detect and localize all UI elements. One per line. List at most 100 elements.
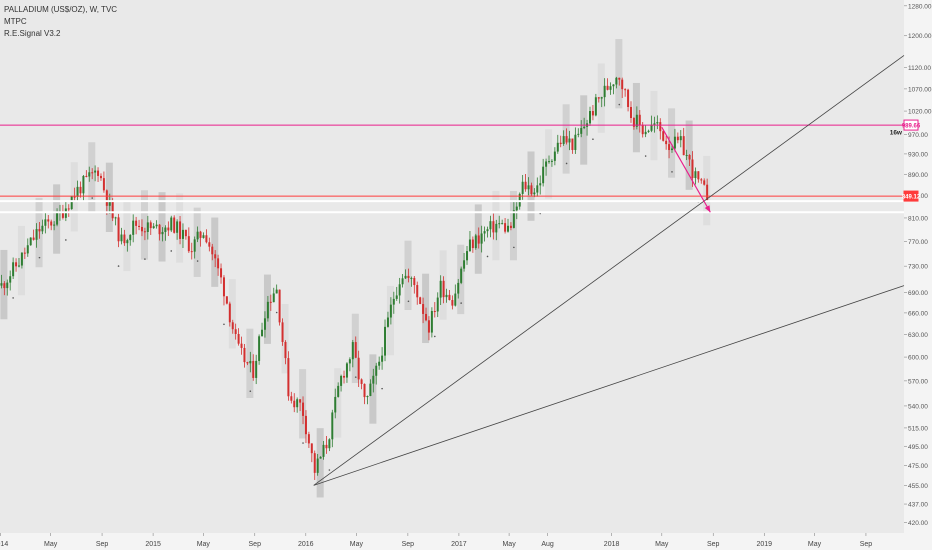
signal-band bbox=[545, 129, 553, 199]
candle-body bbox=[307, 434, 310, 444]
candle-body bbox=[193, 239, 196, 252]
price-tick-label: 730.00 bbox=[908, 264, 928, 271]
candle-body bbox=[703, 180, 706, 185]
price-tick-label: 600.00 bbox=[908, 355, 928, 362]
candle-body bbox=[644, 131, 647, 135]
candle-body bbox=[632, 118, 635, 127]
candle-body bbox=[448, 294, 451, 300]
price-tick-label: 770.00 bbox=[908, 239, 928, 246]
candle-body bbox=[369, 383, 372, 397]
candle-body bbox=[167, 227, 170, 231]
candle-body bbox=[319, 456, 322, 459]
candle-body bbox=[650, 124, 653, 131]
signal-dot bbox=[65, 239, 67, 241]
candle-body bbox=[88, 172, 91, 177]
candle-body bbox=[612, 84, 615, 87]
signal-dot bbox=[223, 323, 225, 326]
candle-body bbox=[123, 234, 126, 244]
candle-body bbox=[263, 318, 266, 330]
candle-body bbox=[331, 412, 334, 440]
candle-body bbox=[234, 329, 237, 334]
candle-body bbox=[691, 159, 694, 178]
price-tick-label: 570.00 bbox=[908, 378, 928, 385]
candle-body bbox=[618, 77, 621, 80]
candle-body bbox=[439, 280, 442, 298]
candle-body bbox=[591, 111, 594, 116]
candle-body bbox=[146, 222, 149, 232]
signal-band bbox=[281, 304, 289, 374]
candle-body bbox=[539, 183, 542, 186]
candle-body bbox=[129, 234, 132, 241]
candle-body bbox=[266, 301, 269, 319]
candle-body bbox=[574, 134, 577, 150]
candle-body bbox=[580, 128, 583, 134]
signal-dot bbox=[144, 258, 146, 260]
time-tick-label: Sep bbox=[707, 541, 720, 548]
candle-body bbox=[559, 142, 562, 144]
candle-body bbox=[562, 136, 565, 144]
candle-body bbox=[471, 239, 474, 249]
candle-body bbox=[196, 231, 199, 240]
price-tick-label: 475.00 bbox=[908, 463, 928, 470]
candle-body bbox=[26, 245, 29, 254]
time-tick-label: Sep bbox=[860, 541, 873, 548]
candle-body bbox=[498, 223, 501, 225]
candle-body bbox=[313, 453, 316, 473]
candle-body bbox=[463, 260, 466, 269]
time-tick-label: May bbox=[44, 541, 58, 548]
candle-body bbox=[15, 262, 18, 267]
signal-dot bbox=[249, 390, 252, 393]
signal-dot bbox=[592, 138, 594, 141]
candle-body bbox=[571, 138, 574, 150]
candle-body bbox=[638, 114, 641, 125]
candle-body bbox=[293, 400, 296, 408]
candle-body bbox=[138, 225, 141, 227]
time-tick-label: 2019 bbox=[756, 541, 772, 548]
time-tick-label: May bbox=[808, 541, 822, 548]
candle-body bbox=[679, 136, 682, 141]
candle-body bbox=[501, 223, 504, 225]
candle-body bbox=[542, 166, 545, 184]
candle-body bbox=[199, 231, 202, 238]
signal-band bbox=[193, 207, 201, 277]
time-tick-label: 2018 bbox=[604, 541, 620, 548]
candle-body bbox=[378, 361, 381, 366]
candle-body bbox=[659, 122, 662, 132]
candle-body bbox=[190, 251, 193, 253]
price-labels: 989.66 849.12 16w bbox=[890, 119, 921, 202]
candle-body bbox=[35, 229, 38, 240]
price-tick-label: 420.00 bbox=[908, 520, 928, 527]
signal-band bbox=[158, 192, 166, 262]
time-tick-label: Sep bbox=[402, 541, 415, 548]
forecast-arrow-line bbox=[661, 126, 711, 213]
signal-band bbox=[422, 273, 430, 344]
candle-body bbox=[50, 221, 53, 226]
candle-body bbox=[243, 347, 246, 363]
price-tick-label: 1070.00 bbox=[908, 86, 932, 93]
signal-dot bbox=[328, 469, 331, 471]
candle-body bbox=[322, 444, 325, 457]
candle-body bbox=[366, 396, 369, 398]
candle-body bbox=[179, 221, 182, 239]
candle-body bbox=[606, 85, 609, 90]
signal-dot bbox=[91, 197, 93, 199]
candle-body bbox=[553, 151, 556, 161]
candle-body bbox=[653, 123, 656, 125]
candle-body bbox=[474, 235, 477, 249]
candle-body bbox=[697, 171, 700, 180]
candle-body bbox=[337, 385, 340, 397]
candle-body bbox=[354, 342, 357, 358]
candle-body bbox=[392, 298, 395, 305]
price-tick-label: 660.00 bbox=[908, 310, 928, 317]
time-tick-label: May bbox=[655, 541, 669, 548]
candle-body bbox=[231, 322, 234, 330]
time-tick-label: Sep bbox=[96, 541, 109, 548]
candle-body bbox=[325, 444, 328, 449]
price-tick-label: 970.00 bbox=[908, 132, 928, 139]
signal-band bbox=[580, 95, 588, 165]
candle-body bbox=[445, 294, 448, 298]
candle-body bbox=[214, 254, 217, 259]
candle-body bbox=[530, 185, 533, 195]
